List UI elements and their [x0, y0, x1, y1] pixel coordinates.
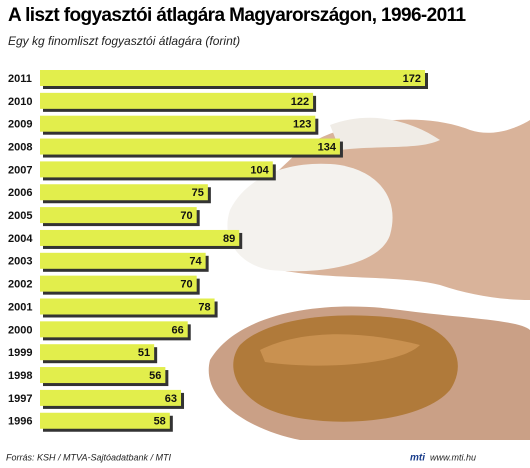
category-label: 2004 [8, 233, 33, 245]
chart-title: A liszt fogyasztói átlagára Magyarország… [8, 5, 466, 26]
url: www.mti.hu [430, 452, 476, 462]
category-label: 2011 [8, 73, 32, 85]
value-label: 78 [198, 301, 210, 313]
value-label: 89 [223, 233, 235, 245]
value-label: 66 [171, 324, 183, 336]
bar [40, 275, 197, 292]
category-label: 2010 [8, 96, 32, 108]
illustration [208, 117, 530, 440]
value-label: 70 [180, 279, 192, 291]
value-label: 51 [138, 347, 150, 359]
value-label: 134 [318, 141, 337, 153]
chart-subtitle: Egy kg finomliszt fogyasztói átlagára (f… [8, 34, 240, 48]
bar [40, 344, 155, 361]
bar [40, 367, 166, 384]
category-label: 2000 [8, 324, 32, 336]
bar [40, 252, 206, 269]
value-label: 122 [291, 96, 309, 108]
bar [40, 321, 188, 338]
bar [40, 70, 425, 86]
bar [40, 161, 273, 178]
bar [40, 229, 240, 246]
category-label: 2005 [8, 210, 32, 222]
value-label: 56 [149, 370, 161, 382]
bar [40, 184, 208, 201]
source: Forrás: KSH / MTVA-Sajtóadatbank / MTI [6, 452, 172, 462]
bar [40, 92, 314, 109]
value-label: 63 [165, 393, 177, 405]
grain-highlight [260, 334, 420, 366]
bar [40, 389, 182, 406]
category-label: 2006 [8, 187, 32, 199]
logo: mti [410, 453, 425, 464]
bar [40, 298, 215, 315]
category-label: 2007 [8, 164, 32, 176]
category-label: 2009 [8, 119, 32, 131]
value-label: 104 [250, 164, 269, 176]
bar [40, 207, 197, 224]
value-label: 70 [180, 210, 192, 222]
value-label: 58 [154, 416, 166, 428]
category-label: 1999 [8, 347, 32, 359]
value-label: 123 [293, 119, 311, 131]
category-label: 1997 [8, 393, 32, 405]
category-label: 1998 [8, 370, 32, 382]
grain [233, 315, 458, 422]
category-label: 2001 [8, 301, 32, 313]
value-label: 172 [403, 73, 421, 85]
flour-dust [330, 117, 440, 150]
value-label: 75 [192, 187, 204, 199]
bar [40, 412, 170, 429]
bar [40, 115, 316, 132]
category-label: 1996 [8, 416, 32, 428]
category-label: 2003 [8, 256, 32, 268]
value-label: 74 [189, 256, 202, 268]
bar [40, 138, 340, 155]
category-label: 2008 [8, 141, 32, 153]
flour [227, 163, 393, 272]
category-label: 2002 [8, 279, 32, 291]
